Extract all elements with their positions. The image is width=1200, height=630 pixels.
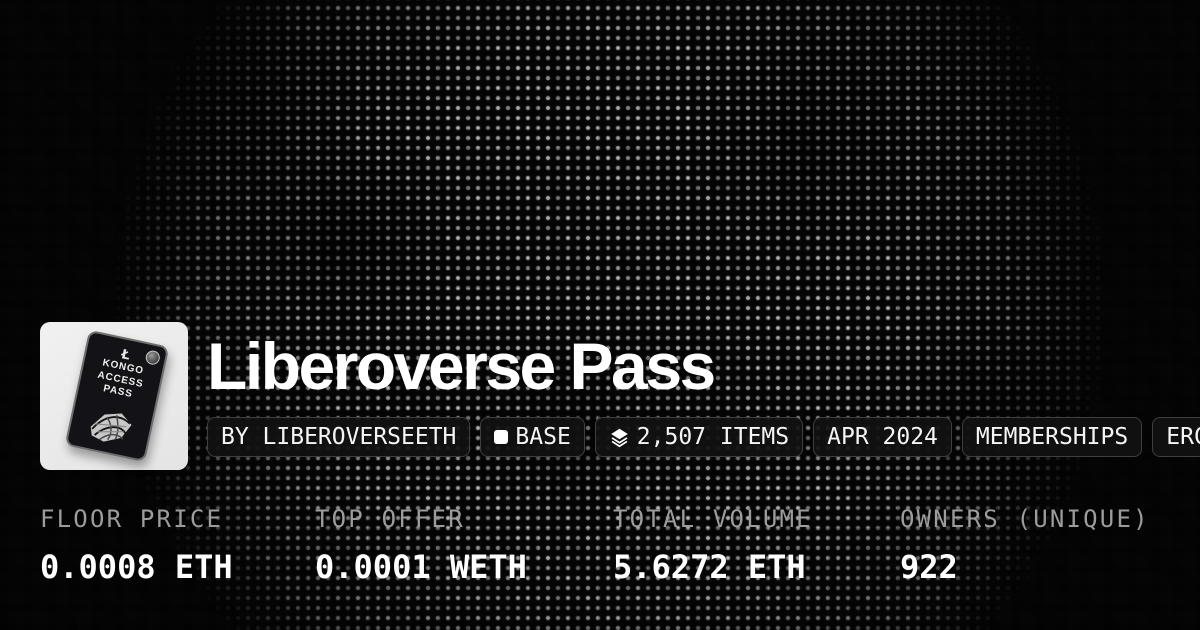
badge-created-date: APR 2024 xyxy=(813,417,952,457)
collection-title: Liberoverse Pass xyxy=(207,329,716,403)
stat-floor-price: FLOOR PRICE 0.0008 ETH xyxy=(40,507,233,583)
stat-value: 0.0001 WETH xyxy=(315,548,527,586)
stat-label: OWNERS (UNIQUE) xyxy=(900,505,1150,533)
stat-value: 922 xyxy=(900,548,958,586)
stat-label: FLOOR PRICE xyxy=(40,505,224,533)
badge-category: MEMBERSHIPS xyxy=(961,417,1143,457)
badge-date-label: APR 2024 xyxy=(827,424,938,450)
badge-token-standard-label: ERC721 xyxy=(1166,424,1200,450)
stat-value: 0.0008 ETH xyxy=(40,548,233,586)
badge-items-label: 2,507 ITEMS xyxy=(636,424,790,450)
card-corner-circle-icon xyxy=(144,349,162,366)
collection-thumbnail: Ł KONGO ACCESS PASS xyxy=(40,322,188,470)
stat-top-offer: TOP OFFER 0.0001 WETH xyxy=(315,507,527,583)
card-artwork-sketch xyxy=(90,413,132,442)
stat-label: TOP OFFER xyxy=(315,505,465,533)
layers-icon xyxy=(610,428,628,447)
access-pass-card: Ł KONGO ACCESS PASS xyxy=(64,329,170,463)
badge-creator: BY LIBEROVERSEETH xyxy=(207,417,471,457)
badge-chain-label: BASE xyxy=(515,424,571,450)
badge-creator-label: BY LIBEROVERSEETH xyxy=(221,424,457,450)
badge-chain: BASE xyxy=(480,417,585,457)
stat-total-volume: TOTAL VOLUME 5.6272 ETH xyxy=(613,507,813,583)
badge-row: BY LIBEROVERSEETH BASE 2,507 ITEMS APR 2… xyxy=(207,417,1200,457)
badge-token-standard: ERC721 xyxy=(1152,417,1200,457)
base-chain-icon xyxy=(494,430,509,444)
stat-value: 5.6272 ETH xyxy=(613,548,806,586)
stats-row: FLOOR PRICE 0.0008 ETH TOP OFFER 0.0001 … xyxy=(40,507,1200,597)
stat-owners-unique: OWNERS (UNIQUE) 922 xyxy=(900,507,1150,583)
badge-items-count: 2,507 ITEMS xyxy=(594,417,804,457)
badge-category-label: MEMBERSHIPS xyxy=(975,424,1129,450)
stat-label: TOTAL VOLUME xyxy=(613,505,813,533)
collection-header: Liberoverse Pass BY LIBEROVERSEETH BASE … xyxy=(207,333,1200,457)
